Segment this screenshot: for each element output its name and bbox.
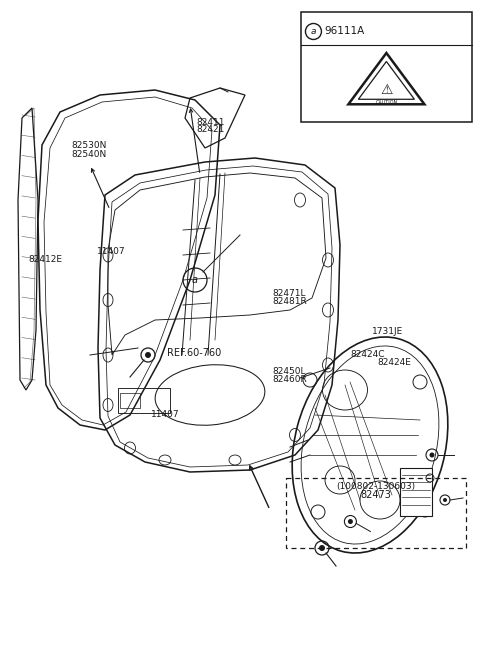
Text: CAUTION: CAUTION [375, 100, 397, 105]
Text: a: a [192, 275, 198, 285]
Bar [286, 478, 466, 548]
Bar [120, 393, 140, 408]
Text: 96111A: 96111A [324, 26, 364, 37]
Text: 82424E: 82424E [377, 358, 411, 367]
Bar [118, 388, 170, 413]
Text: 11407: 11407 [97, 247, 126, 256]
Text: 82460R: 82460R [273, 375, 307, 384]
Text: 82530N: 82530N [71, 141, 107, 150]
Circle shape [430, 453, 434, 457]
Text: a: a [311, 27, 316, 36]
Text: 1731JE: 1731JE [372, 327, 403, 337]
Circle shape [348, 519, 353, 524]
Text: 82412E: 82412E [29, 255, 63, 264]
Text: 11407: 11407 [151, 410, 180, 419]
Text: 82421: 82421 [197, 125, 225, 134]
Text: ⚠: ⚠ [380, 83, 393, 97]
Text: 82473: 82473 [360, 489, 391, 500]
Circle shape [319, 545, 325, 551]
Text: 82450L: 82450L [273, 367, 306, 377]
Bar [400, 468, 432, 516]
Text: 82481R: 82481R [273, 297, 307, 306]
Bar [301, 12, 472, 122]
Text: 82471L: 82471L [273, 289, 306, 298]
Text: REF.60-760: REF.60-760 [167, 348, 221, 358]
Circle shape [443, 498, 447, 502]
Text: 82540N: 82540N [71, 150, 106, 159]
Text: 82411: 82411 [197, 117, 225, 127]
Text: 82424C: 82424C [350, 350, 385, 359]
Text: (100802-130603): (100802-130603) [336, 482, 415, 491]
Circle shape [145, 352, 151, 358]
